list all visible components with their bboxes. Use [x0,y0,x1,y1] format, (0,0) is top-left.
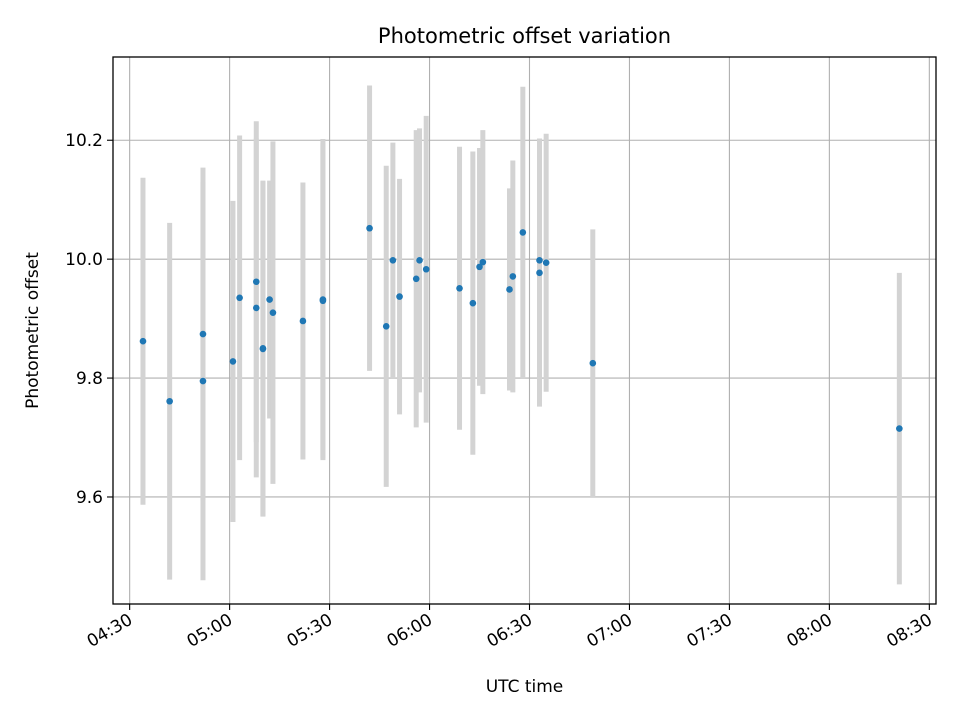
data-point [456,284,463,292]
data-point [389,257,397,264]
data-point [412,275,420,283]
data-point [236,294,243,302]
data-point [199,330,207,338]
data-point [166,397,173,405]
data-points [139,224,903,432]
data-point [589,359,597,367]
data-point [476,263,483,271]
data-point [139,337,147,345]
data-point [319,296,327,303]
data-point [269,309,277,316]
y-axis-ticks: 9.6 9.8 10.0 10.2 [65,131,113,508]
data-point [536,269,543,277]
data-point [199,377,207,385]
y-tick-label: 9.8 [76,369,103,389]
data-point [422,265,430,273]
data-point [259,345,267,352]
data-point [229,358,237,365]
data-point [266,296,273,303]
y-axis-label: Photometric offset [23,252,43,409]
data-point [382,323,390,330]
data-point [506,286,513,293]
y-tick-label: 9.6 [76,488,103,508]
data-point [519,229,527,236]
data-point [299,317,307,325]
data-point [396,293,403,300]
data-point [252,278,260,286]
data-point [542,259,550,267]
data-point [509,273,517,280]
data-point [896,425,903,432]
y-tick-label: 10.2 [65,131,103,151]
data-point [416,257,423,264]
data-point [366,224,373,232]
y-tick-label: 10.0 [65,250,103,270]
data-point [536,257,543,264]
data-point [469,299,477,307]
data-point [252,304,260,312]
chart-title: Photometric offset variation [378,24,671,48]
data-point [479,258,487,266]
x-axis-label: UTC time [486,677,564,697]
plot-frame [112,56,937,605]
